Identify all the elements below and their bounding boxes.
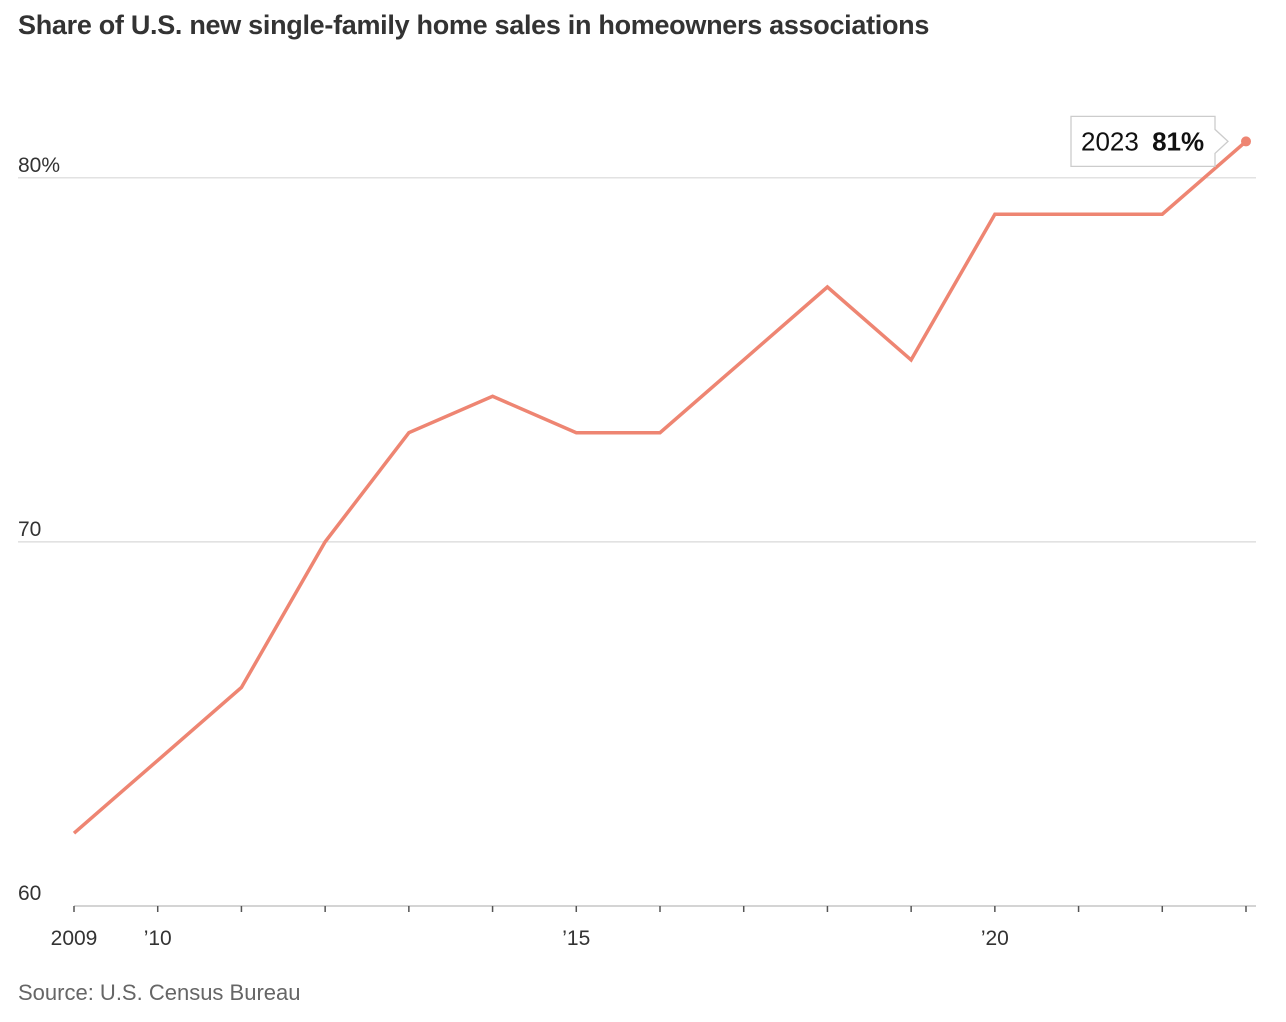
annotation-year: 2023 [1081,126,1139,156]
data-point-2023 [1241,136,1251,147]
annotation-text: 2023 81% [1081,126,1204,156]
source-note: Source: U.S. Census Bureau [18,980,301,1005]
annotation-value: 81% [1152,126,1204,156]
annotation-callout: 2023 81% [1070,115,1229,168]
chart-title: Share of U.S. new single-family home sal… [18,10,930,40]
y-tick-labels: 80% 70 60 [18,154,60,905]
y-tick-label-70: 70 [18,518,41,541]
y-tick-label-80: 80% [18,154,60,177]
annotation-box [1070,115,1229,168]
x-tick-label-2015: ’15 [562,927,590,950]
x-tick-label-2010: ’10 [144,927,172,950]
data-points [73,136,1251,834]
x-tick-label-2020: ’20 [981,927,1009,950]
series-line [72,140,1248,835]
y-tick-label-60: 60 [18,882,41,905]
x-tick-labels: 2009 ’10 ’15 ’20 [51,927,1009,950]
x-tick-label-2009: 2009 [51,927,98,950]
x-axis [73,905,1256,912]
gridlines [18,177,1256,543]
